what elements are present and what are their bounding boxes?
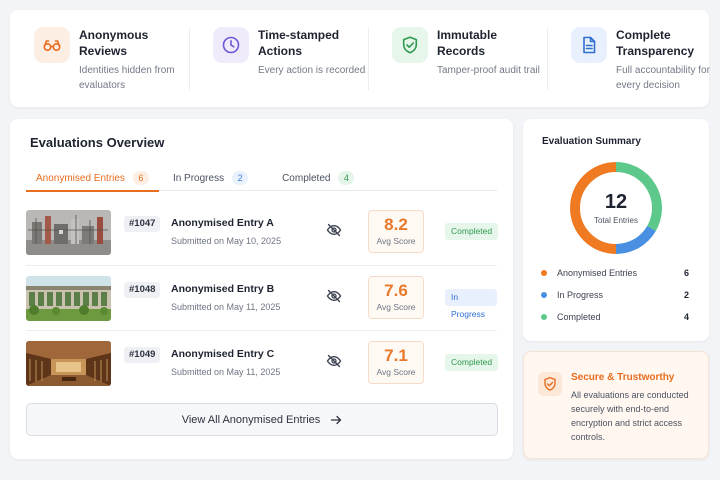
- feature-description: Identities hidden from evaluators: [79, 65, 175, 91]
- view-all-entries-button[interactable]: View All Anonymised Entries: [26, 403, 498, 436]
- eye-off-icon[interactable]: [326, 353, 342, 374]
- feature-anonymous-reviews: Anonymous Reviews Identities hidden from…: [10, 10, 189, 107]
- total-entries-value: 12: [604, 191, 628, 213]
- entry-date: Submitted on May 10, 2025: [171, 236, 282, 246]
- entry-name[interactable]: Anonymised Entry B: [171, 283, 275, 295]
- avg-score-box: 7.1 Avg Score: [368, 341, 424, 384]
- button-label: View All Anonymised Entries: [181, 413, 321, 426]
- donut-chart: [570, 162, 662, 254]
- feature-complete-transparency: Complete Transparency Full accountabilit…: [547, 10, 720, 107]
- feature-description: Tamper-proof audit trail: [437, 65, 540, 76]
- donut-segment-in-progress: [615, 225, 656, 254]
- count-badge: 4: [338, 171, 355, 185]
- count-badge: 6: [132, 171, 149, 185]
- secure-trustworthy-panel: Secure & Trustworthy All evaluations are…: [523, 351, 709, 459]
- panel-title: Evaluations Overview: [30, 135, 165, 150]
- feature-immutable-records: Immutable Records Tamper-proof audit tra…: [368, 10, 547, 107]
- legend-label: In Progress: [557, 290, 604, 300]
- entry-date: Submitted on May 11, 2025: [171, 302, 281, 312]
- entry-id: #1047: [124, 216, 161, 232]
- count-badge: 2: [232, 171, 249, 185]
- tab-label: In Progress: [172, 172, 225, 184]
- evaluation-summary-panel: Evaluation Summary 12 Total Entries Anon…: [523, 119, 709, 341]
- eye-off-icon[interactable]: [326, 222, 342, 243]
- avg-score-label: Avg Score: [376, 367, 416, 377]
- glasses-icon: [34, 27, 70, 63]
- table-row[interactable]: #1047 Anonymised Entry A Submitted on Ma…: [26, 200, 499, 264]
- shield-check-icon: [392, 27, 428, 63]
- total-entries-label: Total Entries: [593, 216, 639, 225]
- legend-count: 2: [683, 290, 689, 300]
- legend-count: 4: [683, 312, 689, 322]
- feature-title: Complete Transparency: [616, 28, 695, 58]
- tab-completed[interactable]: Completed 4: [272, 165, 364, 191]
- arrow-right-icon: [330, 414, 342, 426]
- panel-description: All evaluations are conducted securely w…: [571, 390, 689, 442]
- panel-title: Evaluation Summary: [542, 136, 641, 147]
- legend-item-in-progress: In Progress 2: [541, 288, 689, 302]
- library-interior-thumbnail: [26, 341, 111, 386]
- avg-score-value: 8.2: [384, 215, 408, 234]
- tab-anonymised-entries[interactable]: Anonymised Entries 6: [26, 165, 159, 192]
- table-row[interactable]: #1049 Anonymised Entry C Submitted on Ma…: [26, 330, 499, 394]
- entry-name[interactable]: Anonymised Entry A: [171, 217, 274, 229]
- feature-description: Every action is recorded: [258, 65, 366, 76]
- tab-in-progress[interactable]: In Progress 2: [163, 165, 258, 191]
- entry-date: Submitted on May 11, 2025: [171, 367, 281, 377]
- legend-item-anonymised: Anonymised Entries 6: [541, 266, 689, 280]
- tab-label: Completed: [282, 172, 331, 184]
- legend-dot: [541, 292, 547, 298]
- table-row[interactable]: #1048 Anonymised Entry B Submitted on Ma…: [26, 265, 497, 329]
- donut-center: 12 Total Entries: [568, 160, 664, 256]
- feature-title: Anonymous Reviews: [79, 28, 149, 58]
- document-icon: [571, 27, 607, 63]
- entry-name[interactable]: Anonymised Entry C: [171, 348, 275, 360]
- donut-segment-completed: [615, 162, 662, 231]
- tab-label: Anonymised Entries: [36, 172, 125, 184]
- shield-check-icon: [538, 372, 562, 396]
- entry-id: #1048: [124, 282, 161, 298]
- legend-item-completed: Completed 4: [541, 310, 689, 324]
- evaluations-overview-panel: Evaluations Overview Anonymised Entries …: [10, 119, 513, 459]
- tab-bar: Anonymised Entries 6 In Progress 2 Compl…: [26, 165, 497, 192]
- avg-score-value: 7.1: [384, 346, 408, 365]
- avg-score-label: Avg Score: [376, 236, 416, 246]
- legend-dot: [541, 270, 547, 276]
- feature-description: Full accountability for every decision: [616, 65, 710, 91]
- industrial-model-thumbnail: [26, 210, 111, 255]
- status-badge: Completed: [445, 354, 499, 371]
- panel-title: Secure & Trustworthy: [571, 372, 675, 383]
- avg-score-label: Avg Score: [376, 302, 416, 312]
- avg-score-box: 7.6 Avg Score: [368, 276, 424, 319]
- legend-label: Anonymised Entries: [557, 268, 638, 278]
- avg-score-value: 7.6: [384, 281, 408, 300]
- avg-score-box: 8.2 Avg Score: [368, 210, 424, 253]
- entry-id: #1049: [124, 347, 161, 363]
- donut-segment-anonymised: [570, 162, 617, 254]
- clock-icon: [213, 27, 249, 63]
- legend-dot: [541, 314, 547, 320]
- legend-label: Completed: [557, 312, 601, 322]
- eye-off-icon[interactable]: [326, 288, 342, 309]
- feature-time-stamped-actions: Time-stamped Actions Every action is rec…: [189, 10, 368, 107]
- features-panel: Anonymous Reviews Identities hidden from…: [10, 10, 710, 107]
- feature-title: Immutable Records: [437, 28, 498, 58]
- feature-title: Time-stamped Actions: [258, 28, 340, 58]
- status-badge: In Progress: [445, 289, 497, 319]
- legend-count: 6: [683, 268, 689, 278]
- green-facade-thumbnail: [26, 276, 111, 321]
- status-badge: Completed: [445, 223, 499, 240]
